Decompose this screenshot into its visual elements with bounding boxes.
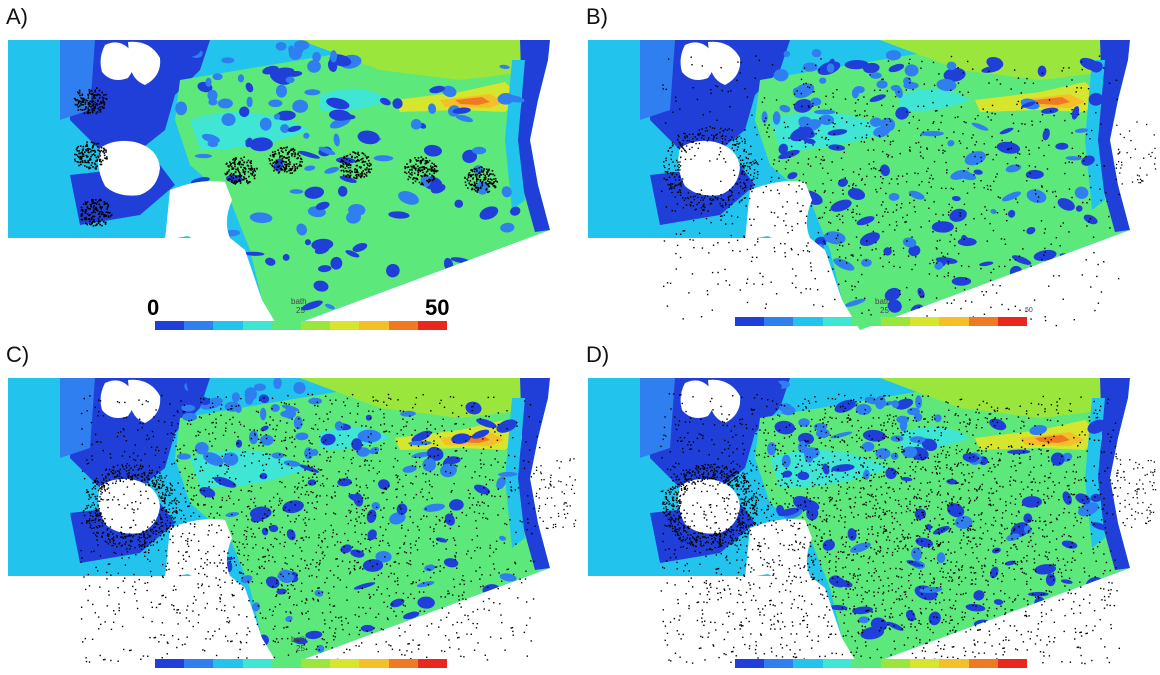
colorbar-segment xyxy=(997,659,1028,668)
colorbar-segment xyxy=(881,659,911,668)
colorbar-max-label: 50 xyxy=(1025,307,1033,314)
panel-b: B) bath 25 50 xyxy=(580,0,1160,337)
colorbar-segment xyxy=(388,659,418,668)
colorbar-segment xyxy=(881,317,911,326)
colorbar-segment xyxy=(822,317,852,326)
map-b xyxy=(580,0,1157,337)
colorbar-segment xyxy=(910,659,940,668)
colorbar xyxy=(735,317,1028,326)
panel-d: D) xyxy=(580,338,1160,675)
colorbar-segment xyxy=(764,659,794,668)
colorbar-segment xyxy=(968,317,998,326)
colorbar-segment xyxy=(301,659,331,668)
colorbar xyxy=(155,321,448,330)
colorbar-segment xyxy=(213,321,243,330)
bath-label: bath xyxy=(291,635,307,644)
colorbar-segment xyxy=(242,321,272,330)
colorbar xyxy=(155,659,448,668)
colorbar-segment xyxy=(735,317,765,326)
bath-value: 25 xyxy=(296,306,305,315)
colorbar-min-label: 0 xyxy=(147,295,160,320)
colorbar-segment xyxy=(388,321,418,330)
colorbar-segment xyxy=(793,317,823,326)
colorbar-segment xyxy=(359,321,389,330)
panel-label: A) xyxy=(6,4,28,29)
panel-c: C) bath 25 xyxy=(0,338,580,675)
panel-a: A) bath 25 0 50 xyxy=(0,0,580,337)
map-a xyxy=(0,0,550,337)
colorbar-segment xyxy=(359,659,389,668)
colorbar-segment xyxy=(242,659,272,668)
colorbar-segment xyxy=(764,317,794,326)
colorbar-segment xyxy=(271,321,302,330)
panel-label: D) xyxy=(586,342,610,367)
colorbar-segment xyxy=(213,659,243,668)
colorbar-segment xyxy=(330,659,360,668)
colorbar-segment xyxy=(997,317,1028,326)
bath-value: 25 xyxy=(296,644,305,653)
colorbar-max-label: 50 xyxy=(425,295,450,320)
map-d xyxy=(580,338,1157,675)
colorbar-segment xyxy=(155,321,185,330)
bath-label: bath xyxy=(875,297,891,306)
panel-label: B) xyxy=(586,4,608,29)
colorbar xyxy=(735,659,1028,668)
colorbar-segment xyxy=(910,317,940,326)
colorbar-segment xyxy=(184,321,214,330)
colorbar-segment xyxy=(271,659,302,668)
colorbar-segment xyxy=(939,659,969,668)
panel-label: C) xyxy=(6,342,30,367)
colorbar-segment xyxy=(301,321,331,330)
colorbar-segment xyxy=(939,317,969,326)
map-c xyxy=(0,338,577,675)
colorbar-segment xyxy=(155,659,185,668)
colorbar-segment xyxy=(851,317,882,326)
colorbar-segment xyxy=(417,659,448,668)
colorbar-segment xyxy=(417,321,448,330)
colorbar-segment xyxy=(184,659,214,668)
colorbar-segment xyxy=(330,321,360,330)
colorbar-segment xyxy=(968,659,998,668)
bath-value: 25 xyxy=(880,306,889,315)
colorbar-segment xyxy=(851,659,882,668)
colorbar-segment xyxy=(793,659,823,668)
bath-label: bath xyxy=(291,297,307,306)
colorbar-segment xyxy=(735,659,765,668)
colorbar-segment xyxy=(822,659,852,668)
